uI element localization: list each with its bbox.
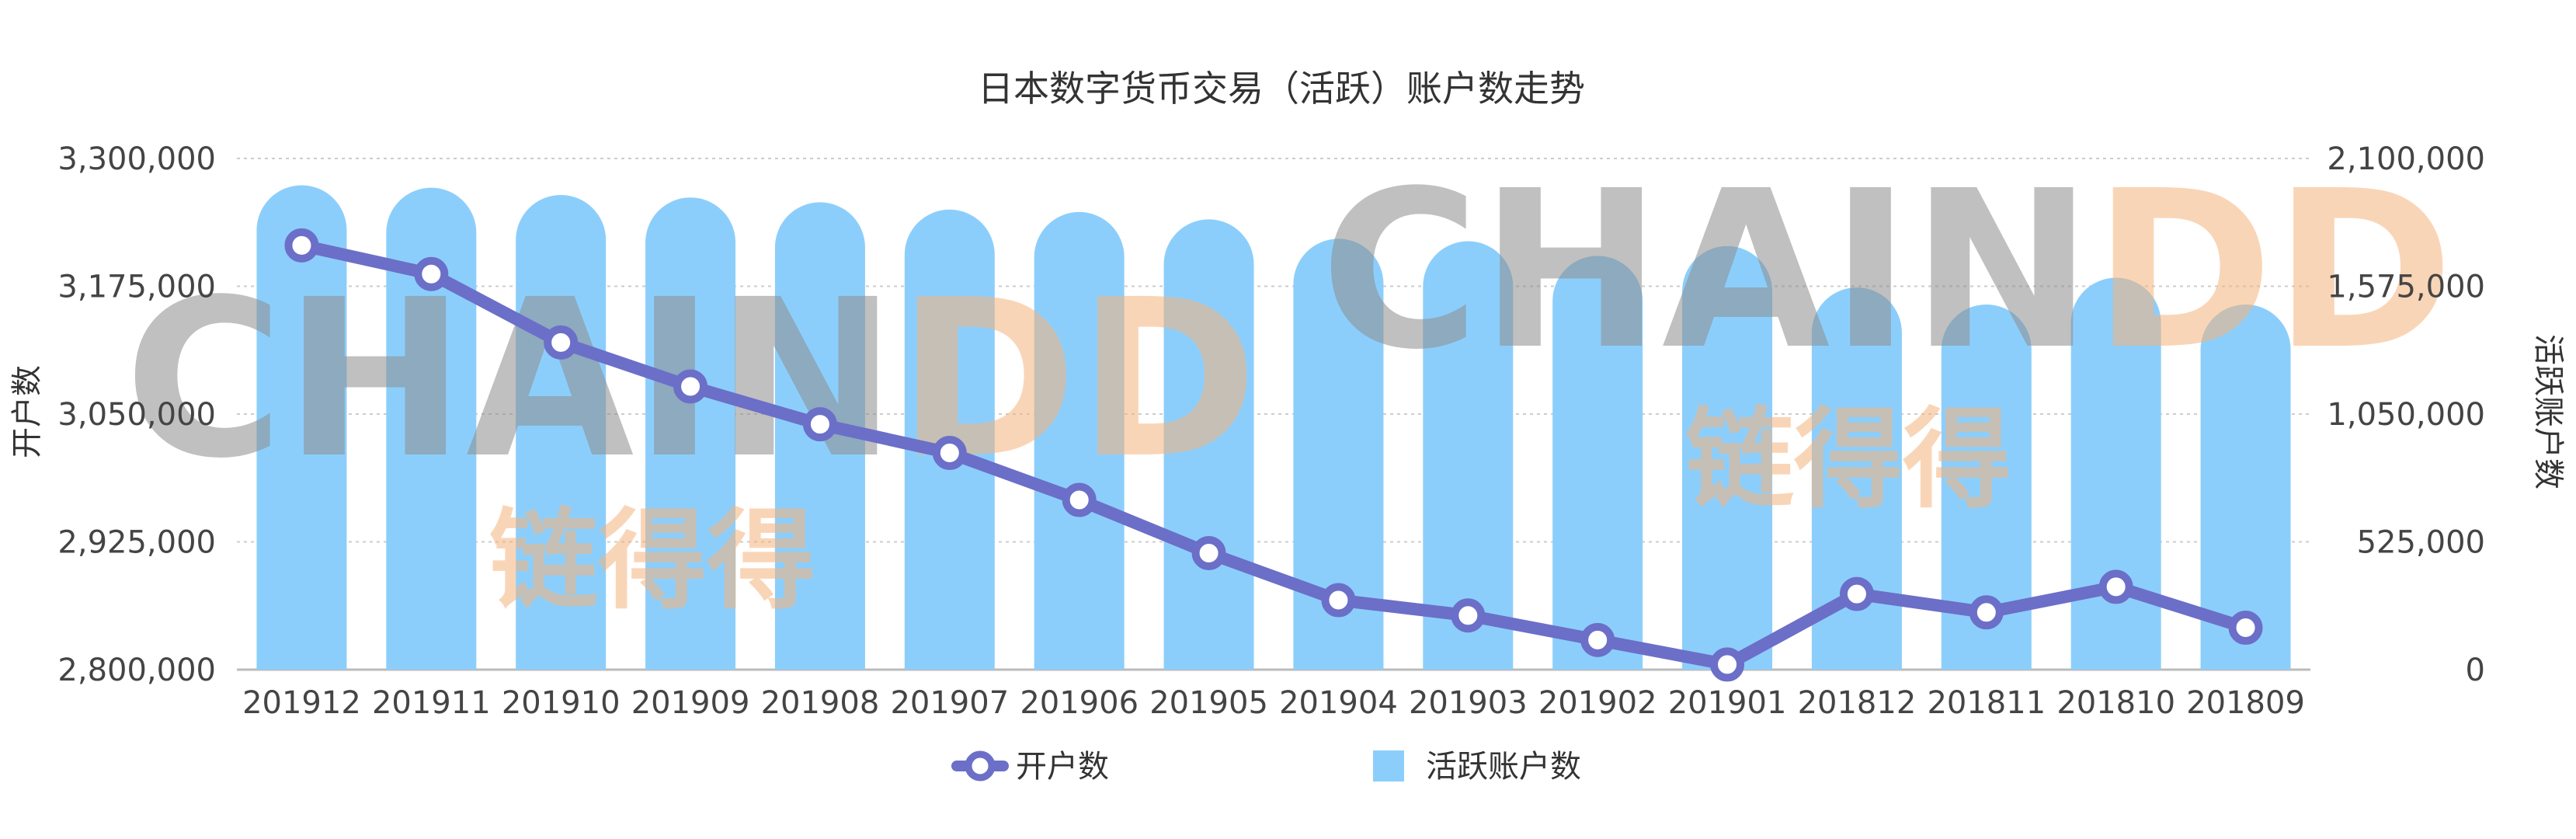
- watermark-chinese-right: 链得得: [1685, 397, 2011, 524]
- line-point-201908: [802, 407, 837, 442]
- watermark: CHAINDD CHAINDD 链得得 链得得: [124, 144, 2454, 625]
- legend-item-active-accounts[interactable]: 活跃账户数: [1373, 749, 1581, 785]
- category-label-201907: 201907: [890, 685, 1009, 721]
- left-axis-title: 开户数: [9, 365, 45, 458]
- line-point-201810: [2098, 569, 2133, 604]
- category-label-201811: 201811: [1927, 685, 2046, 721]
- category-label-201812: 201812: [1798, 685, 1917, 721]
- left-tick-label: 3,175,000: [57, 270, 216, 305]
- chart-title: 日本数字货币交易（活跃）账户数走势: [978, 68, 1585, 110]
- right-tick-label: 1,575,000: [2327, 270, 2485, 305]
- watermark-brand-grey: CHAIN: [124, 253, 897, 507]
- bar-201909: [645, 197, 736, 670]
- bar-201810: [2070, 277, 2161, 670]
- category-label-201902: 201902: [1538, 685, 1657, 721]
- line-point-201911: [414, 256, 449, 291]
- watermark-brand-left: CHAINDD: [124, 253, 1258, 507]
- line-point-201912: [284, 228, 319, 263]
- watermark-brand-orange-2: DD: [2093, 144, 2454, 398]
- left-tick-label: 2,925,000: [57, 525, 216, 561]
- bar-201901: [1682, 245, 1773, 670]
- bar-201904: [1293, 238, 1384, 670]
- bar-201811: [1941, 305, 2032, 670]
- line-series: [284, 228, 2263, 682]
- left-tick-label: 3,300,000: [57, 141, 216, 177]
- bar-201809: [2200, 305, 2291, 670]
- bar-201906: [1034, 211, 1125, 670]
- legend-bar-swatch: [1373, 750, 1404, 782]
- legend-marker-icon: [965, 750, 996, 782]
- category-label-201903: 201903: [1409, 685, 1528, 721]
- bar-201812: [1811, 287, 1902, 670]
- line-point-201904: [1321, 583, 1356, 618]
- left-axis-ticks: 2,800,000 2,925,000 3,050,000 3,175,000 3,30…: [57, 141, 216, 688]
- right-tick-label: 525,000: [2357, 525, 2485, 561]
- category-label-201908: 201908: [761, 685, 880, 721]
- line-point-201906: [1062, 482, 1097, 517]
- category-labels: 201912 201911 201910 201909 201908 201907 2019…: [242, 685, 2305, 721]
- watermark-brand-grey-2: CHAIN: [1320, 144, 2093, 398]
- watermark-chinese-left: 链得得: [489, 498, 815, 625]
- line-point-201812: [1839, 576, 1874, 611]
- line-point-201903: [1451, 598, 1486, 633]
- line-point-201811: [1969, 595, 2004, 630]
- left-tick-label: 2,800,000: [57, 653, 216, 688]
- bar-201902: [1552, 256, 1643, 670]
- category-label-201911: 201911: [372, 685, 491, 721]
- right-tick-label: 2,100,000: [2327, 141, 2485, 177]
- category-label-201809: 201809: [2186, 685, 2305, 721]
- category-label-201905: 201905: [1149, 685, 1268, 721]
- right-axis-ticks: 0 525,000 1,050,000 1,575,000 2,100,000: [2327, 141, 2485, 688]
- legend-item-open-accounts[interactable]: 开户数: [951, 749, 1109, 785]
- line-point-201909: [673, 369, 708, 404]
- line-point-201910: [544, 325, 579, 360]
- category-label-201910: 201910: [502, 685, 621, 721]
- right-tick-label: 0: [2466, 653, 2485, 688]
- bar-201910: [516, 195, 607, 670]
- legend-label-open-accounts: 开户数: [1016, 749, 1109, 785]
- bar-201912: [256, 185, 347, 670]
- bar-201911: [386, 187, 477, 670]
- category-label-201909: 201909: [631, 685, 750, 721]
- line-point-201809: [2228, 611, 2263, 646]
- category-label-201906: 201906: [1020, 685, 1139, 721]
- line-path: [295, 238, 2252, 671]
- category-label-201810: 201810: [2056, 685, 2175, 721]
- line-point-201905: [1191, 535, 1226, 570]
- line-point-201902: [1580, 622, 1615, 657]
- left-tick-label: 3,050,000: [57, 397, 216, 433]
- line-point-201901: [1710, 647, 1745, 682]
- right-tick-label: 1,050,000: [2327, 397, 2485, 433]
- right-axis-title: 活跃账户数: [2530, 334, 2566, 489]
- line-point-201907: [932, 436, 967, 471]
- category-label-201901: 201901: [1668, 685, 1787, 721]
- watermark-brand-right: CHAINDD: [1320, 144, 2454, 398]
- legend: 开户数 活跃账户数: [951, 749, 1581, 785]
- legend-label-active-accounts: 活跃账户数: [1426, 749, 1581, 785]
- category-label-201912: 201912: [242, 685, 361, 721]
- category-label-201904: 201904: [1279, 685, 1398, 721]
- bar-201903: [1423, 241, 1514, 670]
